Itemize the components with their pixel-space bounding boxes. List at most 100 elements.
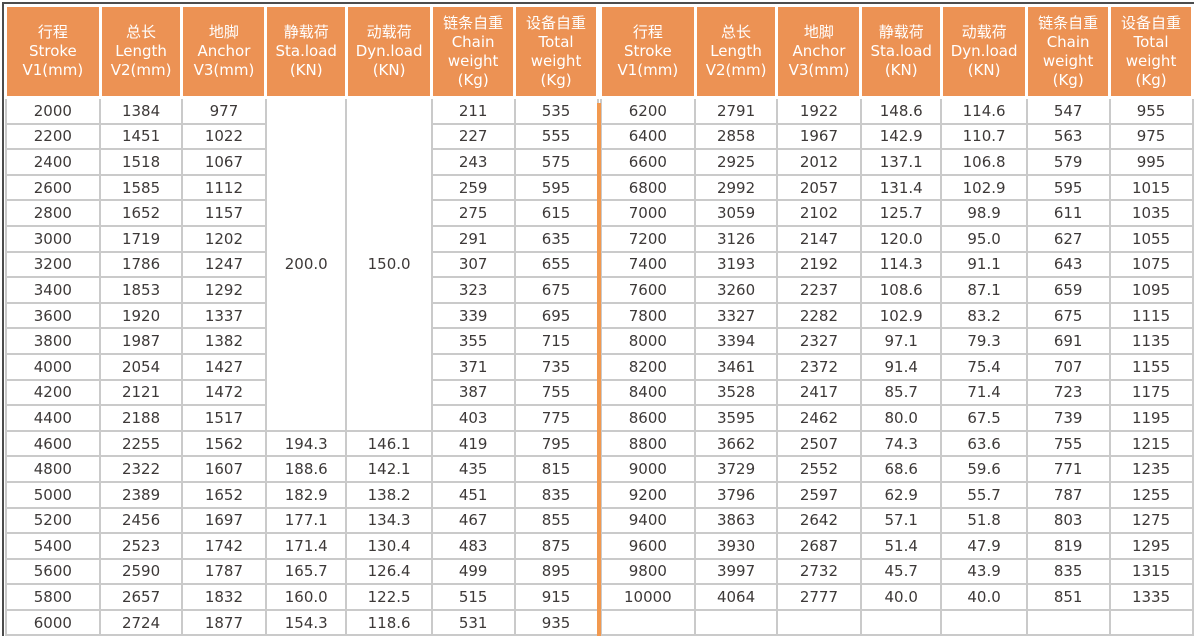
cell-dynamic-load: 114.6 <box>940 96 1028 125</box>
header-line: 地脚 <box>208 23 239 41</box>
header-line: Chain <box>1046 32 1090 51</box>
cell-anchor: 1112 <box>180 173 267 202</box>
cell-stroke: 9800 <box>599 557 697 586</box>
cell-total-weight: 815 <box>513 455 599 483</box>
merged-static-load-cell: 200.0 <box>264 96 348 432</box>
cell-length: 2858 <box>694 122 778 151</box>
header-line: 动载荷 <box>366 23 412 41</box>
header-line: (KN) <box>967 61 1001 79</box>
cell-chain-weight: 723 <box>1025 378 1111 407</box>
cell-static-load: 125.7 <box>859 199 943 227</box>
cell-chain-weight: 499 <box>430 557 516 586</box>
cell-anchor: 1742 <box>180 532 267 560</box>
cell-dynamic-load: 87.1 <box>940 276 1028 304</box>
cell-stroke: 6400 <box>599 122 697 151</box>
header-line: 动载荷 <box>961 23 1007 41</box>
header-line: weight <box>1042 51 1094 70</box>
cell-static-load: 85.7 <box>859 378 943 407</box>
header-line: (KN) <box>372 61 406 79</box>
cell-static-load: 45.7 <box>859 557 943 586</box>
cell-static-load: 194.3 <box>264 429 348 458</box>
cell-total-weight: 975 <box>1108 122 1194 151</box>
cell-total-weight: 1175 <box>1108 378 1194 407</box>
cell-stroke: 9000 <box>599 455 697 483</box>
cell-dynamic-load <box>940 608 1028 637</box>
column-header-total-weight: 设备自重 Total weight (Kg) <box>513 4 599 99</box>
cell-total-weight: 1095 <box>1108 276 1194 304</box>
cell-anchor: 2552 <box>775 455 862 483</box>
cell-length: 3595 <box>694 404 778 432</box>
cell-chain-weight: 563 <box>1025 122 1111 151</box>
cell-stroke: 3800 <box>4 327 102 355</box>
cell-stroke: 5800 <box>4 583 102 611</box>
cell-stroke: 6000 <box>4 608 102 637</box>
cell-length: 1920 <box>99 301 183 330</box>
cell-total-weight: 575 <box>513 148 599 176</box>
cell-length: 1451 <box>99 122 183 151</box>
cell-length: 1518 <box>99 148 183 176</box>
table-row <box>599 608 1194 637</box>
cell-stroke: 8200 <box>599 352 697 381</box>
cell-dynamic-load: 126.4 <box>345 557 433 586</box>
cell-dynamic-load: 106.8 <box>940 148 1028 176</box>
cell-anchor: 2687 <box>775 532 862 560</box>
header-line: weight <box>447 51 499 70</box>
cell-chain-weight: 531 <box>430 608 516 637</box>
table-row: 4000 2054 1427 371 735 <box>4 352 599 381</box>
table-row: 5400 2523 1742 171.4 130.4 483 875 <box>4 532 599 560</box>
table-row: 5600 2590 1787 165.7 126.4 499 895 <box>4 557 599 586</box>
cell-total-weight: 715 <box>513 327 599 355</box>
cell-length: 3126 <box>694 224 778 253</box>
cell-length: 2925 <box>694 148 778 176</box>
table-row: 7800 3327 2282 102.9 83.2 675 1115 <box>599 301 1194 330</box>
column-header-anchor: 地脚 Anchor V3(mm) <box>775 4 863 99</box>
cell-length: 3394 <box>694 327 778 355</box>
cell-static-load: 160.0 <box>264 583 348 611</box>
cell-stroke <box>599 608 697 637</box>
cell-stroke: 9400 <box>599 506 697 535</box>
cell-chain-weight: 259 <box>430 173 516 202</box>
cell-stroke: 7200 <box>599 224 697 253</box>
header-line: 总长 <box>126 23 157 41</box>
cell-total-weight: 635 <box>513 224 599 253</box>
cell-anchor: 977 <box>180 96 267 125</box>
cell-static-load: 131.4 <box>859 173 943 202</box>
cell-length: 3461 <box>694 352 778 381</box>
cell-anchor: 1382 <box>180 327 267 355</box>
table-row: 9200 3796 2597 62.9 55.7 787 1255 <box>599 480 1194 509</box>
table-row: 10000 4064 2777 40.0 40.0 851 1335 <box>599 583 1194 611</box>
cell-anchor: 1607 <box>180 455 267 483</box>
table-row: 8800 3662 2507 74.3 63.6 755 1215 <box>599 429 1194 458</box>
cell-anchor: 2732 <box>775 557 862 586</box>
cell-stroke: 4800 <box>4 455 102 483</box>
cell-dynamic-load: 59.6 <box>940 455 1028 483</box>
table-row: 4600 2255 1562 194.3 146.1 419 795 <box>4 429 599 458</box>
header-line: weight <box>530 51 582 70</box>
table-row: 8000 3394 2327 97.1 79.3 691 1135 <box>599 327 1194 355</box>
cell-chain-weight: 595 <box>1025 173 1111 202</box>
cell-dynamic-load: 98.9 <box>940 199 1028 227</box>
cell-length: 3863 <box>694 506 778 535</box>
cell-length: 1585 <box>99 173 183 202</box>
cell-static-load: 40.0 <box>859 583 943 611</box>
cell-stroke: 6200 <box>599 96 697 125</box>
cell-static-load: 102.9 <box>859 301 943 330</box>
cell-stroke: 2800 <box>4 199 102 227</box>
cell-stroke: 3000 <box>4 224 102 253</box>
spec-table-right: 行程 Stroke V1(mm) 总长 Length V2(mm) 地脚 Anchor V3(m… <box>599 4 1194 637</box>
table-row: 6200 2791 1922 148.6 114.6 547 955 <box>599 96 1194 125</box>
cell-anchor: 2462 <box>775 404 862 432</box>
cell-length: 1719 <box>99 224 183 253</box>
cell-chain-weight: 771 <box>1025 455 1111 483</box>
cell-length: 2791 <box>694 96 778 125</box>
cell-length: 2054 <box>99 352 183 381</box>
cell-anchor: 1562 <box>180 429 267 458</box>
cell-dynamic-load: 79.3 <box>940 327 1028 355</box>
header-line: 行程 <box>632 23 663 41</box>
cell-static-load: 68.6 <box>859 455 943 483</box>
cell-stroke: 4000 <box>4 352 102 381</box>
cell-dynamic-load: 83.2 <box>940 301 1028 330</box>
header-line: Anchor <box>792 42 846 60</box>
cell-stroke: 2200 <box>4 122 102 151</box>
cell-length: 3662 <box>694 429 778 458</box>
